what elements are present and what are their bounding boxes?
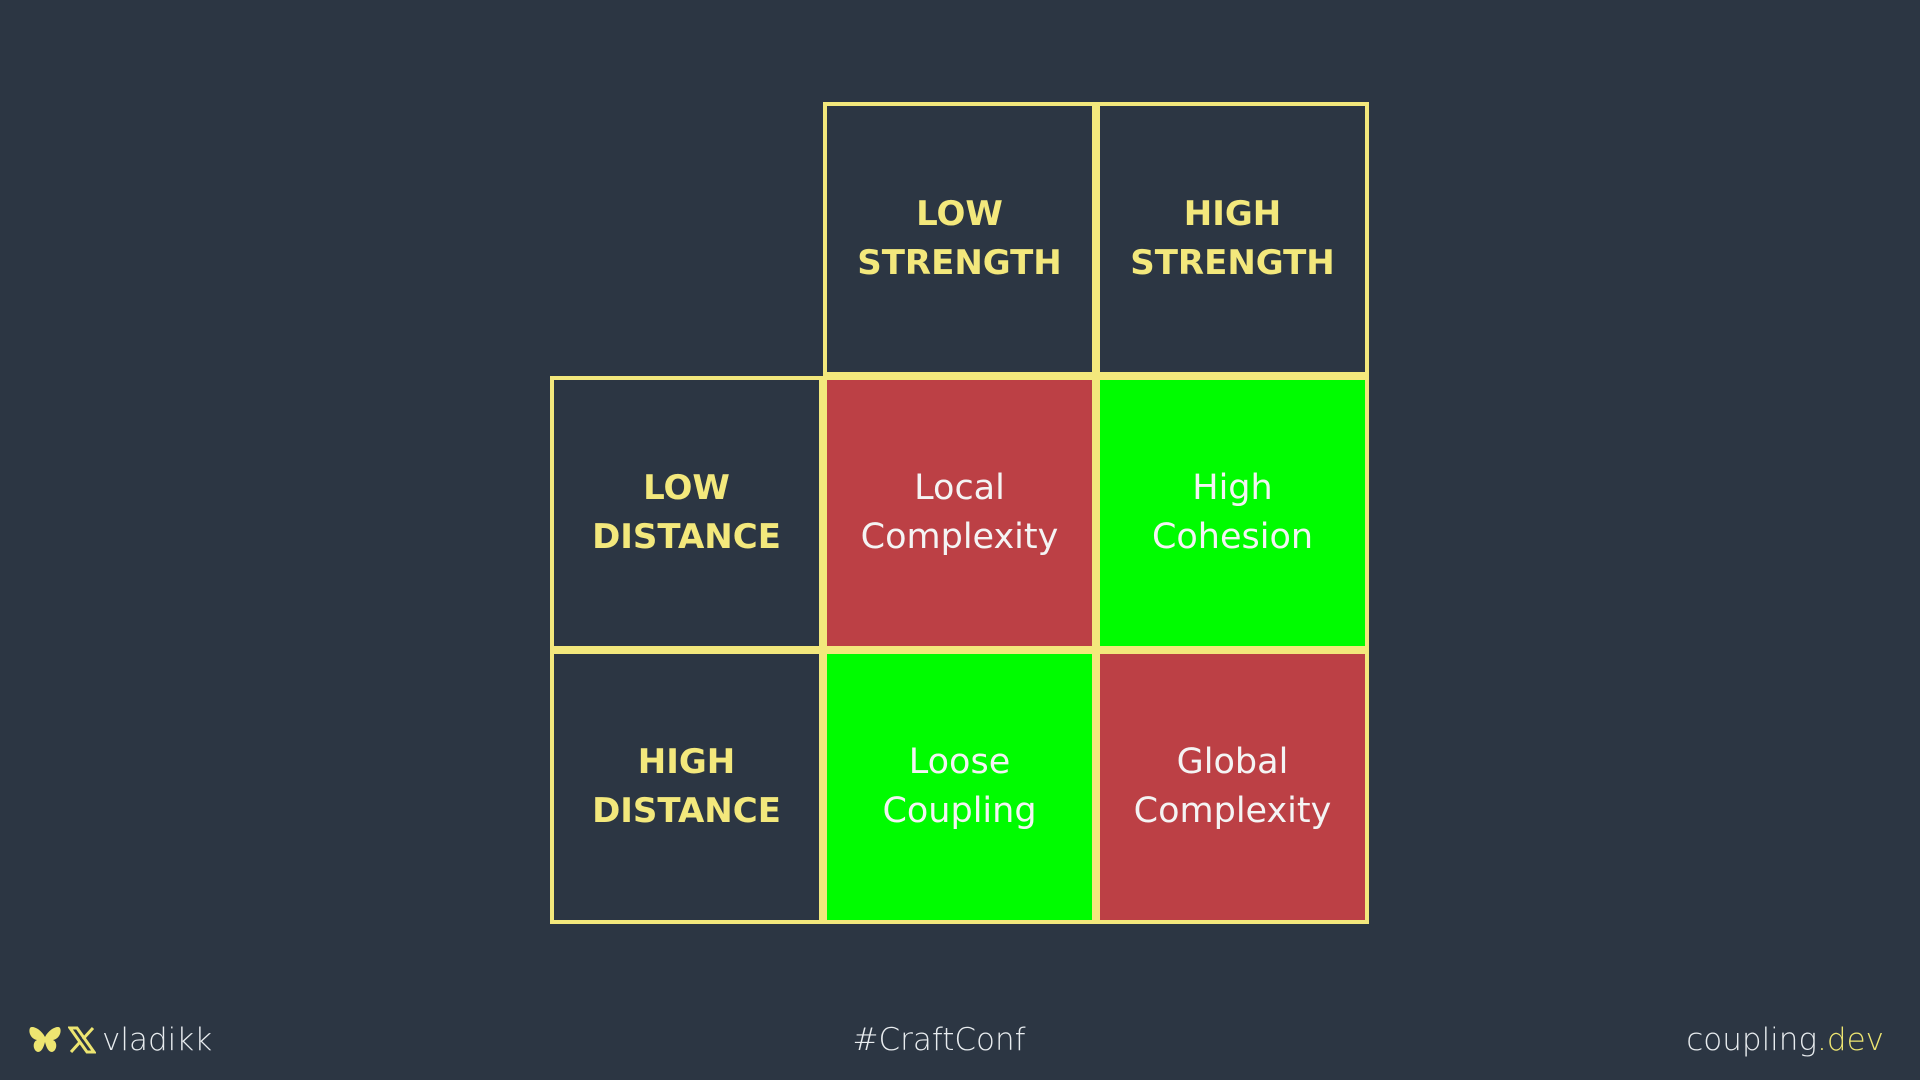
cell-loose-coupling: Loose Coupling (823, 650, 1096, 924)
hashtag: #CraftConf (0, 1022, 1878, 1058)
site-tld: .dev (1817, 1022, 1884, 1058)
col-header-low-strength: LOW STRENGTH (823, 102, 1096, 376)
cell-line: Complexity (1133, 791, 1332, 831)
hashtag-text: #CraftConf (852, 1022, 1026, 1058)
site-url: coupling.dev (1686, 1022, 1884, 1058)
header-line: LOW (643, 468, 730, 508)
cell-global-complexity: Global Complexity (1096, 650, 1369, 924)
footer-social: vladikk (28, 1022, 212, 1058)
row-header-low-distance: LOW DISTANCE (550, 376, 823, 650)
cell-line: Global (1176, 742, 1289, 782)
col-header-high-strength: HIGH STRENGTH (1096, 102, 1369, 376)
author-handle: vladikk (102, 1022, 213, 1058)
cell-line: Coupling (882, 791, 1037, 831)
cell-line: Cohesion (1151, 517, 1314, 557)
cell-high-cohesion: High Cohesion (1096, 376, 1369, 650)
site-main: coupling (1686, 1022, 1818, 1058)
header-line: HIGH (637, 742, 736, 782)
header-line: STRENGTH (857, 243, 1062, 283)
header-line: HIGH (1183, 194, 1282, 234)
header-line: STRENGTH (1130, 243, 1335, 283)
header-line: DISTANCE (592, 791, 781, 831)
cell-local-complexity: Local Complexity (823, 376, 1096, 650)
header-line: LOW (916, 194, 1003, 234)
cell-line: High (1192, 468, 1273, 508)
cell-line: Loose (908, 742, 1011, 782)
x-logo-icon (68, 1026, 96, 1054)
row-header-high-distance: HIGH DISTANCE (550, 650, 823, 924)
cell-line: Complexity (860, 517, 1059, 557)
cell-line: Local (914, 468, 1005, 508)
butterfly-icon (29, 1027, 61, 1052)
header-line: DISTANCE (592, 517, 781, 557)
